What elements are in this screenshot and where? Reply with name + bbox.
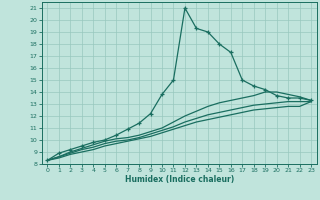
X-axis label: Humidex (Indice chaleur): Humidex (Indice chaleur) [124, 175, 234, 184]
